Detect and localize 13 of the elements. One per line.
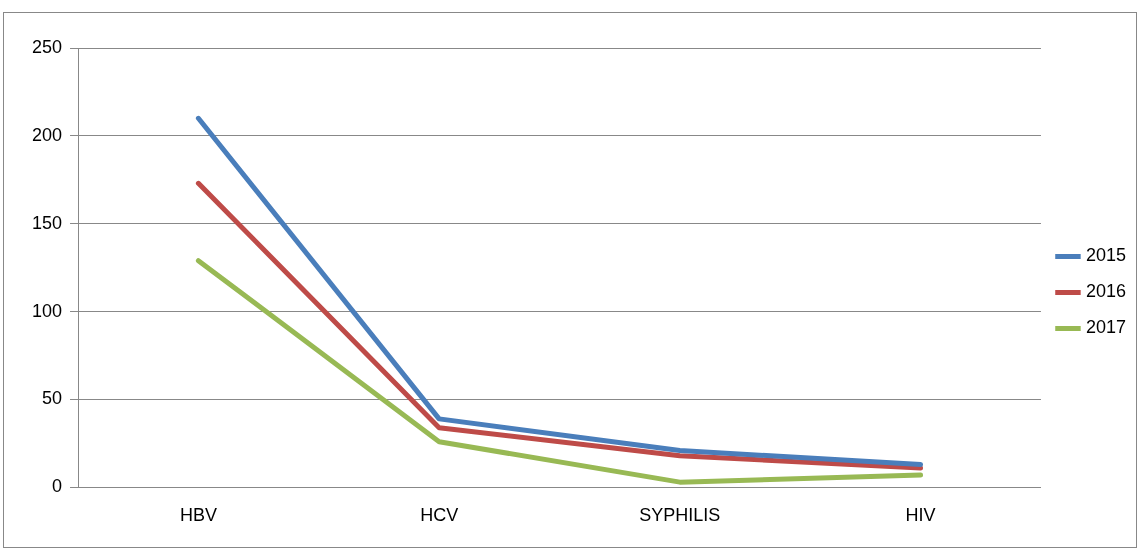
- y-tick-label: 50: [42, 388, 63, 409]
- x-tick-label: HCV: [420, 505, 459, 526]
- legend-label: 2016: [1085, 281, 1126, 302]
- x-tick-label: HBV: [179, 505, 217, 526]
- y-tick-label: 0: [52, 476, 63, 497]
- legend-label: 2017: [1085, 317, 1126, 338]
- legend-label: 2015: [1085, 245, 1126, 266]
- x-tick-label: SYPHILIS: [639, 505, 721, 526]
- y-tick-label: 250: [31, 36, 63, 57]
- y-tick-label: 200: [31, 124, 63, 145]
- y-tick-label: 100: [31, 300, 63, 321]
- x-tick-label: HIV: [905, 505, 936, 526]
- y-tick-label: 150: [31, 212, 63, 233]
